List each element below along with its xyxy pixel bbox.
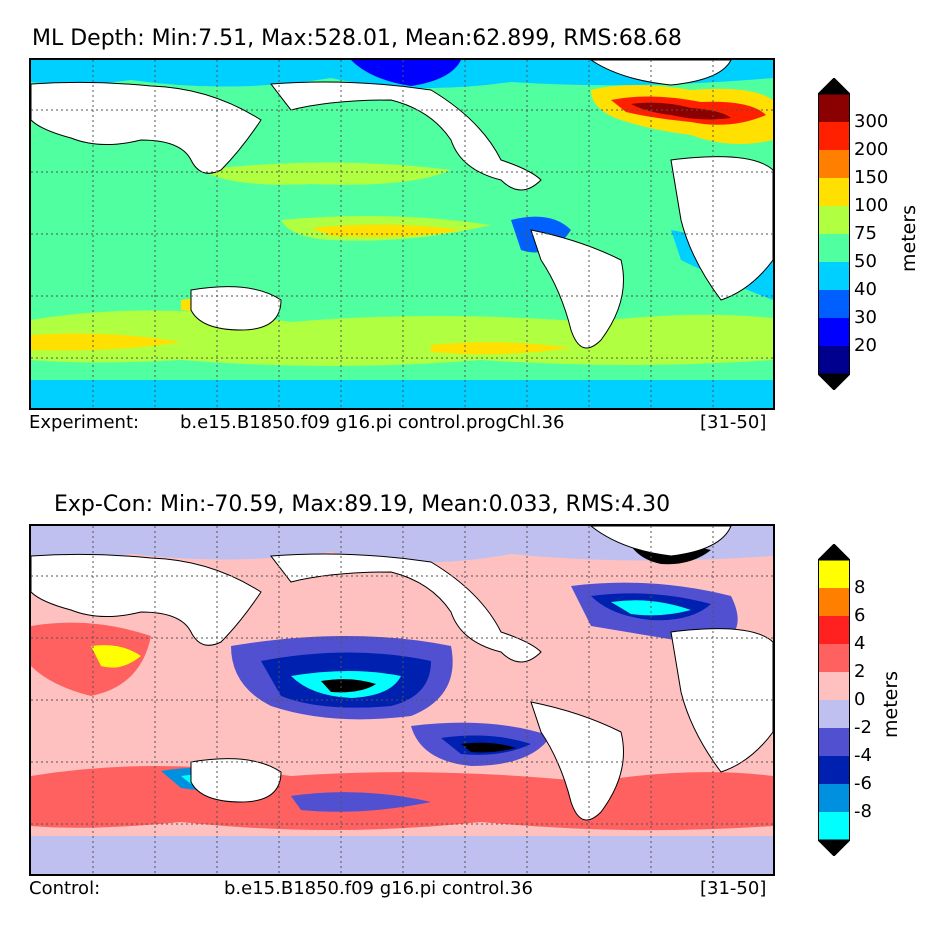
- greenland: [590, 526, 732, 557]
- colorbar-tick-label: 150: [854, 167, 889, 188]
- colorbar-segment: [818, 206, 850, 235]
- colorbar-tick-label: -6: [854, 773, 872, 794]
- south-pacific-neg-3: [461, 742, 516, 753]
- colorbar-tick-label: 300: [854, 111, 889, 132]
- arctic-deep: [351, 60, 461, 86]
- colorbar-tick-label: 75: [854, 223, 877, 244]
- colorbar-segment: [818, 728, 850, 757]
- colorbar-tick-label: 0: [854, 689, 866, 710]
- eq-pacific-yellow: [311, 224, 461, 238]
- top-caption-right: [31-50]: [700, 412, 767, 433]
- south-america: [530, 701, 624, 821]
- antarctic-coast-band: [31, 380, 773, 408]
- bottom-colorbar-units: meters: [880, 670, 902, 738]
- southern-ocean-yellow-2: [431, 342, 571, 355]
- bottom-colorbar-graphic: [816, 543, 852, 857]
- colorbar-over-triangle: [816, 77, 852, 95]
- colorbar-segment: [818, 318, 850, 347]
- colorbar-segment: [818, 588, 850, 617]
- north-america: [270, 553, 542, 663]
- bottom-colorbar: [816, 543, 852, 857]
- bottom-map: [29, 524, 775, 876]
- top-panel-title: ML Depth: Min:7.51, Max:528.01, Mean:62.…: [32, 26, 682, 51]
- colorbar-segment: [818, 94, 850, 123]
- colorbar-tick-label: 2: [854, 661, 866, 682]
- colorbar-segment: [818, 700, 850, 729]
- colorbar-segment: [818, 672, 850, 701]
- top-colorbar: [816, 77, 852, 391]
- colorbar-tick-label: 40: [854, 279, 877, 300]
- colorbar-tick-label: 6: [854, 605, 866, 626]
- bottom-caption-mid: b.e15.B1850.f09 g16.pi control.36: [224, 878, 533, 899]
- colorbar-tick-label: 30: [854, 307, 877, 328]
- colorbar-segment: [818, 756, 850, 785]
- colorbar-segment: [818, 560, 850, 589]
- graticule: [31, 526, 773, 874]
- colorbar-under-triangle: [816, 373, 852, 391]
- colorbar-segment: [818, 122, 850, 151]
- colorbar-tick-label: -2: [854, 717, 872, 738]
- eurasia: [31, 81, 262, 174]
- top-colorbar-units: meters: [898, 204, 920, 272]
- southern-ocean-yellow-1: [31, 333, 181, 351]
- colorbar-tick-label: 200: [854, 139, 889, 160]
- pacific-neg-4: [321, 679, 376, 693]
- colorbar-segment: [818, 616, 850, 645]
- graticule: [31, 60, 773, 408]
- colorbar-tick-label: 50: [854, 251, 877, 272]
- australia: [190, 286, 282, 331]
- colorbar-tick-label: 20: [854, 335, 877, 356]
- colorbar-tick-label: -8: [854, 801, 872, 822]
- top-map: [29, 58, 775, 410]
- colorbar-segment: [818, 262, 850, 291]
- colorbar-segment: [818, 346, 850, 375]
- antarctic-band: [31, 836, 773, 874]
- top-map-graphic: [31, 60, 773, 408]
- colorbar-over-triangle: [816, 543, 852, 561]
- arctic-band: [31, 526, 773, 563]
- top-colorbar-graphic: [816, 77, 852, 391]
- top-caption-left: Experiment:: [29, 412, 140, 433]
- north-pacific-band: [201, 162, 451, 185]
- colorbar-segment: [818, 290, 850, 319]
- greenland: [590, 60, 732, 86]
- colorbar-segment: [818, 150, 850, 179]
- indian-yellow: [91, 645, 141, 668]
- colorbar-segment: [818, 812, 850, 841]
- colorbar-tick-label: 8: [854, 577, 866, 598]
- colorbar-segment: [818, 784, 850, 813]
- south-america: [530, 229, 624, 349]
- bottom-map-graphic: [31, 526, 773, 874]
- colorbar-segment: [818, 644, 850, 673]
- bottom-caption-left: Control:: [29, 878, 101, 899]
- north-america: [270, 81, 542, 191]
- indian-pos: [31, 622, 151, 696]
- africa: [670, 156, 773, 301]
- colorbar-segment: [818, 234, 850, 263]
- colorbar-tick-label: 4: [854, 633, 866, 654]
- southern-ocean-neg-3: [291, 792, 431, 812]
- bottom-caption-right: [31-50]: [700, 878, 767, 899]
- colorbar-under-triangle: [816, 839, 852, 857]
- eurasia: [31, 553, 262, 646]
- colorbar-segment: [818, 178, 850, 207]
- bottom-panel-title: Exp-Con: Min:-70.59, Max:89.19, Mean:0.0…: [54, 492, 671, 517]
- australia: [190, 758, 282, 803]
- top-caption-mid: b.e15.B1850.f09 g16.pi control.progChl.3…: [180, 412, 565, 433]
- colorbar-tick-label: 100: [854, 195, 889, 216]
- north-atlantic-darkred: [631, 102, 731, 120]
- colorbar-tick-label: -4: [854, 745, 872, 766]
